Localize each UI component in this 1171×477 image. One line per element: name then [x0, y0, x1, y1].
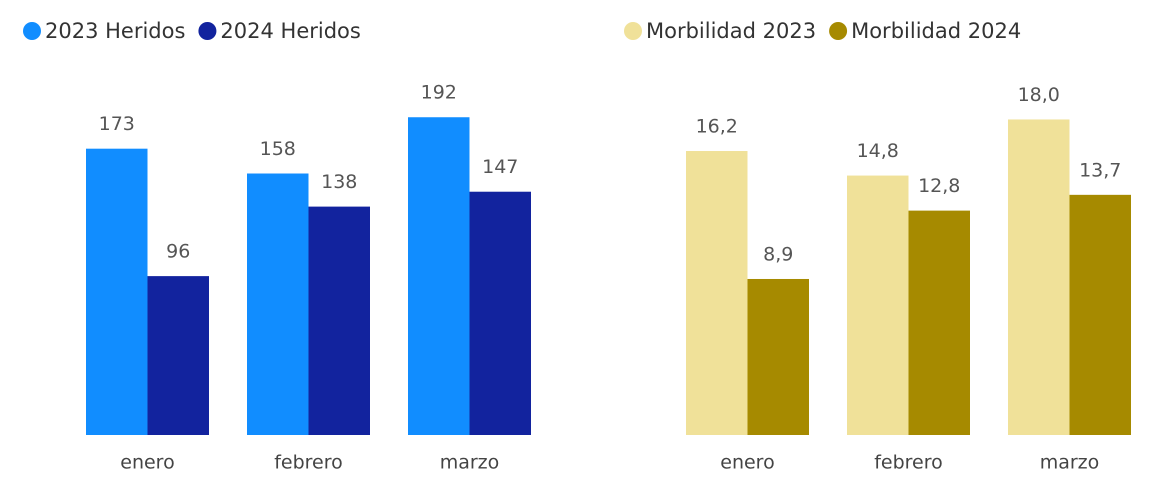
bar [847, 175, 909, 435]
data-label: 14,8 [857, 140, 899, 162]
bar [247, 173, 309, 435]
legend-swatch [198, 22, 217, 40]
data-label: 147 [482, 156, 518, 178]
bar [908, 210, 970, 435]
legend-label: Morbilidad 2024 [851, 19, 1021, 43]
x-tick-label: marzo [1040, 452, 1100, 474]
x-tick-label: enero [120, 452, 174, 474]
legend-label: 2024 Heridos [220, 19, 360, 43]
data-label: 96 [166, 241, 190, 263]
bar [1008, 119, 1070, 436]
x-tick-label: febrero [274, 452, 343, 474]
bar [469, 191, 531, 435]
data-label: 173 [99, 113, 135, 135]
data-label: 192 [421, 82, 457, 104]
bar [408, 117, 470, 436]
data-label: 12,8 [918, 175, 960, 197]
data-label: 138 [321, 171, 357, 193]
bar [308, 206, 370, 435]
bar [747, 278, 809, 435]
x-tick-label: febrero [874, 452, 943, 474]
legend-label: Morbilidad 2023 [646, 19, 816, 43]
data-label: 16,2 [696, 116, 738, 138]
bar [86, 148, 148, 435]
legend-swatch [624, 22, 642, 40]
data-label: 8,9 [763, 243, 793, 265]
legend-swatch [23, 22, 41, 40]
data-label: 13,7 [1079, 159, 1121, 181]
bar [1069, 194, 1131, 435]
bar [147, 276, 209, 435]
legend-label: 2023 Heridos [45, 19, 185, 43]
data-label: 158 [260, 138, 296, 160]
x-tick-label: enero [720, 452, 774, 474]
x-tick-label: marzo [440, 452, 500, 474]
bar [686, 151, 748, 435]
legend-swatch [829, 22, 848, 40]
data-label: 18,0 [1018, 84, 1060, 106]
